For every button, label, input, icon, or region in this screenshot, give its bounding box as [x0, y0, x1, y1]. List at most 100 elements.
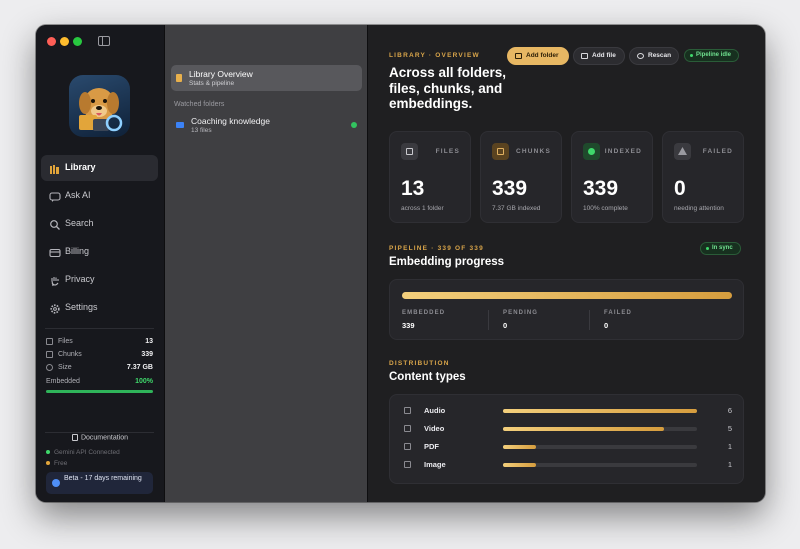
documentation-link[interactable]: Documentation — [36, 434, 164, 441]
sidebar-item-label: Privacy — [65, 274, 95, 284]
stat-label: Chunks — [58, 351, 82, 358]
stat-value: 0 — [503, 321, 508, 330]
sidebar-toggle-icon[interactable] — [98, 36, 110, 46]
beta-banner[interactable]: Beta - 17 days remaining — [46, 472, 153, 494]
item-title: Library Overview — [189, 69, 253, 79]
folder-plus-icon — [515, 53, 522, 59]
content-type-track — [503, 445, 697, 449]
embedding-progress-track — [402, 292, 732, 299]
stat-value: 339 — [402, 321, 415, 330]
content-type-fill — [503, 445, 536, 449]
zoom-window-button[interactable] — [73, 37, 82, 46]
button-label: Add file — [592, 52, 616, 59]
stat-label: Files — [58, 338, 73, 345]
content-type-label: Image — [424, 460, 446, 469]
library-icon — [49, 162, 61, 174]
documentation-label: Documentation — [80, 434, 129, 442]
library-overview-item[interactable]: Library Overview Stats & pipeline — [171, 65, 362, 91]
content-type-count: 6 — [727, 406, 732, 415]
card-value: 339 — [583, 177, 619, 200]
stat-value: 13 — [145, 338, 153, 345]
overview-icon — [176, 74, 182, 82]
sidebar-item-billing[interactable]: Billing — [41, 239, 158, 265]
minimize-window-button[interactable] — [60, 37, 69, 46]
video-icon — [404, 425, 411, 432]
sidebar-item-label: Settings — [65, 302, 98, 312]
content-type-row: Image 1 — [402, 458, 732, 472]
stat-label: Size — [58, 364, 72, 371]
embedded-stat: EMBEDDED 339 — [402, 310, 445, 330]
plan-status: Free — [46, 460, 67, 467]
folder-icon — [176, 122, 184, 128]
button-label: Rescan — [648, 52, 672, 59]
folder-item[interactable]: Coaching knowledge 13 files — [171, 114, 362, 136]
content-type-count: 5 — [727, 424, 732, 433]
failed-card: FAILED 0 needing attention — [662, 131, 744, 223]
badge-label: Pipeline idle — [696, 52, 732, 58]
content-type-label: Audio — [424, 406, 446, 415]
status-dot-icon — [46, 461, 50, 466]
pipeline-eyebrow: PIPELINE · 339 OF 339 — [389, 245, 484, 252]
beta-label: Beta - 17 days remaining — [64, 475, 142, 482]
stat-files: Files 13 — [46, 336, 153, 348]
failed-stat: FAILED 0 — [604, 310, 632, 330]
billing-icon — [49, 246, 61, 258]
content-type-track — [503, 463, 697, 467]
stat-label: FAILED — [604, 310, 632, 316]
card-label: INDEXED — [604, 148, 642, 155]
pending-stat: PENDING 0 — [503, 310, 538, 330]
divider — [45, 432, 154, 433]
file-icon — [401, 143, 418, 160]
stat-size: Size 7.37 GB — [46, 362, 153, 374]
distribution-eyebrow: DISTRIBUTION — [389, 360, 450, 367]
app-logo — [69, 75, 130, 137]
card-label: CHUNKS — [515, 148, 551, 155]
box-icon — [492, 143, 509, 160]
main-content: LIBRARY · OVERVIEW Across all folders, f… — [368, 25, 765, 502]
stat-label: Embedded — [46, 378, 80, 385]
indexed-card: INDEXED 339 100% complete — [571, 131, 653, 223]
card-subtitle: across 1 folder — [401, 205, 444, 212]
gear-icon — [49, 302, 61, 314]
files-card: FILES 13 across 1 folder — [389, 131, 471, 223]
hand-icon — [49, 274, 61, 287]
pdf-icon — [404, 443, 411, 450]
distribution-title: Content types — [389, 371, 466, 383]
close-window-button[interactable] — [47, 37, 56, 46]
pipeline-panel: EMBEDDED 339 PENDING 0 FAILED 0 — [389, 279, 744, 340]
app-window: Library Ask AI Search Billing Privacy — [36, 25, 765, 502]
sidebar: Library Ask AI Search Billing Privacy — [36, 25, 164, 502]
content-type-fill — [503, 409, 697, 413]
item-subtitle: Stats & pipeline — [189, 80, 235, 87]
sidebar-item-label: Search — [65, 218, 94, 228]
content-type-count: 1 — [727, 460, 732, 469]
rescan-button[interactable]: Rescan — [629, 47, 679, 65]
badge-label: In sync — [712, 245, 733, 251]
card-label: FAILED — [702, 148, 733, 155]
status-dot-icon — [46, 450, 50, 455]
image-icon — [404, 461, 411, 468]
sidebar-item-label: Billing — [65, 246, 90, 256]
sidebar-item-search[interactable]: Search — [41, 211, 158, 237]
stack-icon — [46, 351, 53, 358]
sidebar-item-ask-ai[interactable]: Ask AI — [41, 183, 158, 209]
content-type-label: PDF — [424, 442, 439, 451]
sync-status-badge: In sync — [700, 242, 741, 255]
add-folder-button[interactable]: Add folder — [507, 47, 569, 65]
add-file-button[interactable]: Add file — [573, 47, 625, 65]
info-icon — [52, 479, 60, 487]
folder-file-count: 13 files — [191, 127, 212, 134]
sidebar-item-settings[interactable]: Settings — [41, 295, 158, 321]
folder-name: Coaching knowledge — [191, 116, 270, 126]
divider — [488, 310, 489, 330]
card-subtitle: 7.37 GB indexed — [492, 205, 541, 212]
stat-chunks: Chunks 339 — [46, 349, 153, 361]
sidebar-item-privacy[interactable]: Privacy — [41, 267, 158, 293]
warning-icon — [674, 143, 691, 160]
content-type-row: Video 5 — [402, 422, 732, 436]
content-type-track — [503, 409, 697, 413]
check-icon — [583, 143, 600, 160]
plan-label: Free — [54, 460, 68, 467]
content-type-track — [503, 427, 697, 431]
sidebar-item-library[interactable]: Library — [41, 155, 158, 181]
